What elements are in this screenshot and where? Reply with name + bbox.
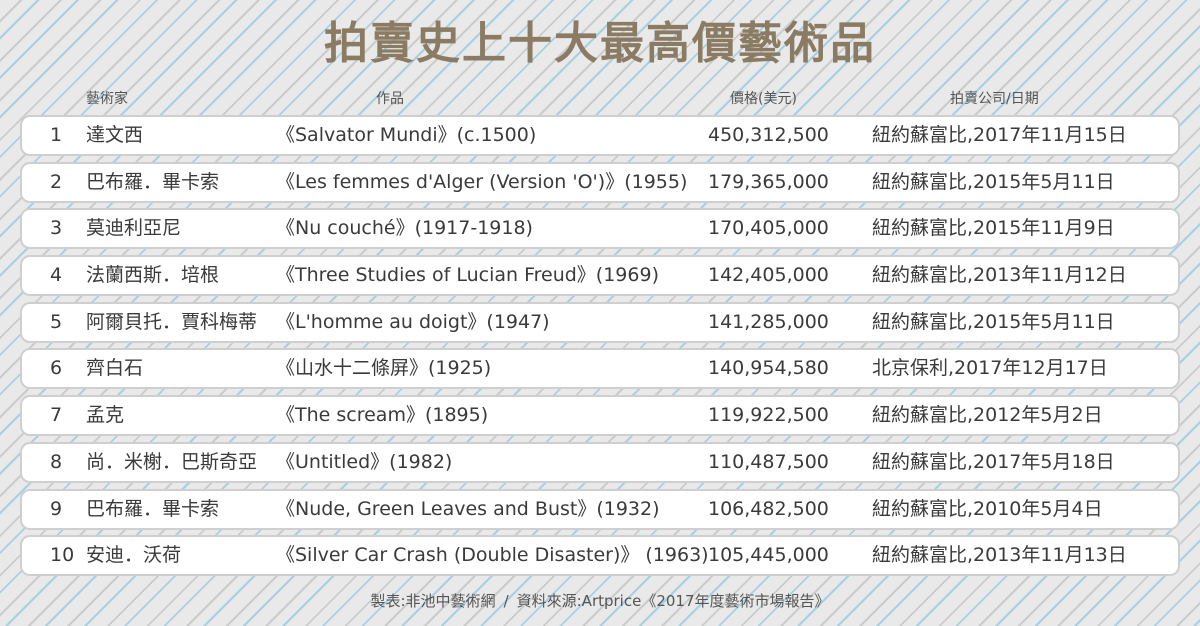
auction-cell: 紐約蘇富比,2015年5月11日 [872, 170, 1115, 193]
work-cell: 《Three Studies of Lucian Freud》(1969) [276, 264, 659, 287]
header-work: 作品 [376, 91, 404, 107]
work-cell: 《山水十二條屏》(1925) [276, 357, 492, 380]
artist-cell: 尚．米榭．巴斯奇亞 [86, 450, 258, 473]
work-cell: 《Nu couché》(1917-1918) [276, 217, 533, 240]
rank-cell: 10 [50, 544, 75, 567]
header-artist: 藝術家 [86, 91, 128, 107]
price-cell: 141,285,000 [708, 310, 829, 333]
rank-cell: 8 [50, 450, 63, 473]
table-row: 6 齊白石 《山水十二條屏》(1925) 140,954,580 北京保利,20… [20, 348, 1180, 390]
table-row: 9 巴布羅．畢卡索 《Nude, Green Leaves and Bust》(… [20, 488, 1180, 530]
table-row: 1 達文西 《Salvator Mundi》(c.1500) 450,312,5… [20, 115, 1180, 156]
table-row: 7 孟克 《The scream》(1895) 119,922,500 紐約蘇富… [20, 395, 1180, 437]
rank-cell: 7 [50, 404, 63, 427]
work-cell: 《Silver Car Crash (Double Disaster)》 (19… [276, 544, 709, 567]
artist-cell: 達文西 [86, 124, 144, 146]
auction-cell: 紐約蘇富比,2015年5月11日 [872, 310, 1115, 333]
footer-maker: 製表:非池中藝術網 [370, 592, 496, 610]
artist-cell: 法蘭西斯．培根 [86, 264, 220, 287]
rank-cell: 1 [50, 124, 63, 146]
source-footer: 製表:非池中藝術網 / 資料來源:Artprice《2017年度藝術市場報告》 [0, 590, 1200, 612]
page-title: 拍賣史上十大最高價藝術品 [324, 18, 876, 69]
table-row: 10 安迪．沃荷 《Silver Car Crash (Double Disas… [20, 535, 1180, 577]
price-cell: 106,482,500 [708, 497, 829, 520]
artist-cell: 巴布羅．畢卡索 [86, 170, 220, 193]
price-cell: 140,954,580 [708, 357, 829, 380]
price-cell: 179,365,000 [708, 170, 829, 193]
header-auction: 拍賣公司/日期 [950, 91, 1039, 107]
price-cell: 119,922,500 [708, 404, 829, 427]
header-price: 價格(美元) [730, 91, 797, 107]
footer-source: 資料來源:Artprice《2017年度藝術市場報告》 [516, 592, 830, 610]
table-row: 2 巴布羅．畢卡索 《Les femmes d'Alger (Version '… [20, 161, 1180, 203]
artist-cell: 巴布羅．畢卡索 [86, 497, 220, 520]
auction-cell: 紐約蘇富比,2010年5月4日 [872, 497, 1103, 520]
price-cell: 105,445,000 [708, 544, 829, 567]
artist-cell: 安迪．沃荷 [86, 544, 182, 567]
auction-cell: 紐約蘇富比,2015年11月9日 [872, 217, 1115, 240]
artist-cell: 莫迪利亞尼 [86, 217, 182, 240]
rank-cell: 4 [50, 264, 63, 287]
footer-separator: / [503, 592, 509, 610]
price-cell: 142,405,000 [708, 264, 829, 287]
price-cell: 170,405,000 [708, 217, 829, 240]
rank-cell: 9 [50, 497, 63, 520]
table-row: 8 尚．米榭．巴斯奇亞 《Untitled》(1982) 110,487,500… [20, 441, 1180, 483]
table-row: 4 法蘭西斯．培根 《Three Studies of Lucian Freud… [20, 255, 1180, 297]
rank-cell: 6 [50, 357, 63, 380]
work-cell: 《Nude, Green Leaves and Bust》(1932) [276, 497, 660, 520]
work-cell: 《The scream》(1895) [276, 404, 489, 427]
auction-cell: 紐約蘇富比,2013年11月13日 [872, 544, 1127, 567]
work-cell: 《L'homme au doigt》(1947) [276, 310, 550, 333]
work-cell: 《Salvator Mundi》(c.1500) [276, 124, 537, 146]
auction-cell: 紐約蘇富比,2012年5月2日 [872, 404, 1103, 427]
rank-cell: 3 [50, 217, 63, 240]
table-row: 5 阿爾貝托．賈科梅蒂 《L'homme au doigt》(1947) 141… [20, 301, 1180, 343]
table-header: 藝術家 作品 價格(美元) 拍賣公司/日期 [0, 88, 1200, 110]
rank-cell: 5 [50, 310, 63, 333]
artist-cell: 孟克 [86, 404, 125, 427]
auction-cell: 紐約蘇富比,2017年5月18日 [872, 450, 1115, 473]
price-cell: 450,312,500 [708, 124, 829, 146]
artist-cell: 齊白石 [86, 357, 144, 380]
ranking-table: 1 達文西 《Salvator Mundi》(c.1500) 450,312,5… [20, 115, 1180, 582]
rank-cell: 2 [50, 170, 63, 193]
table-row: 3 莫迪利亞尼 《Nu couché》(1917-1918) 170,405,0… [20, 208, 1180, 250]
artist-cell: 阿爾貝托．賈科梅蒂 [86, 310, 258, 333]
work-cell: 《Untitled》(1982) [276, 450, 453, 473]
auction-cell: 北京保利,2017年12月17日 [872, 357, 1108, 380]
price-cell: 110,487,500 [708, 450, 829, 473]
work-cell: 《Les femmes d'Alger (Version 'O')》(1955) [276, 170, 688, 193]
auction-cell: 紐約蘇富比,2017年11月15日 [872, 124, 1127, 146]
auction-cell: 紐約蘇富比,2013年11月12日 [872, 264, 1127, 287]
